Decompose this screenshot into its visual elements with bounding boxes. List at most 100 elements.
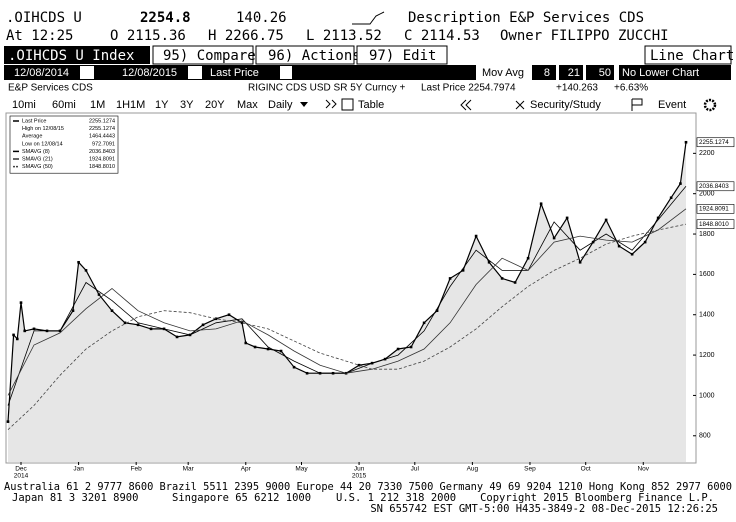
- field-picker[interactable]: [280, 66, 292, 79]
- footer-contact: Singapore 65 6212 1000: [172, 492, 311, 504]
- date-bar: [4, 65, 476, 80]
- x-tick-label: Jun: [354, 466, 365, 473]
- legend-value: 1848.8010: [89, 164, 115, 170]
- period-box[interactable]: [532, 65, 556, 80]
- low: L 2113.52: [306, 28, 382, 44]
- start-date[interactable]: 12/08/2014: [14, 67, 69, 79]
- point: [526, 256, 530, 260]
- y-tick-label: 1000: [699, 392, 715, 399]
- point: [12, 333, 15, 337]
- button[interactable]: [356, 45, 448, 65]
- point: [617, 244, 621, 248]
- field[interactable]: Last Price: [210, 67, 259, 79]
- period[interactable]: 8: [544, 67, 550, 79]
- point: [97, 293, 101, 296]
- owner: Owner FILIPPO ZUCCHI: [500, 28, 669, 44]
- legend-label: SMAVG (8): [22, 149, 50, 155]
- frequency[interactable]: Daily: [268, 99, 293, 111]
- button[interactable]: [152, 45, 254, 65]
- last-value-tag: [696, 219, 735, 229]
- legend-label: High on 12/08/15: [22, 126, 64, 132]
- period[interactable]: 21: [568, 67, 580, 79]
- x-tick-label: Aug: [467, 466, 479, 473]
- lower-chart[interactable]: No Lower Chart: [622, 67, 699, 79]
- range[interactable]: 1M: [90, 99, 105, 111]
- period[interactable]: 50: [599, 67, 611, 79]
- table-icon[interactable]: [341, 98, 354, 111]
- x-tick-label: May: [295, 466, 308, 473]
- y-tick-label: 2200: [699, 150, 715, 157]
- legend-label: SMAVG (21): [22, 156, 53, 162]
- range[interactable]: 3Y: [180, 99, 194, 111]
- event[interactable]: Event: [658, 99, 686, 111]
- point: [357, 363, 361, 367]
- x-tick-label: Mar: [183, 466, 195, 473]
- x-tick-label: Jan: [73, 466, 84, 473]
- range[interactable]: 1H1M: [116, 99, 145, 111]
- point: [656, 216, 660, 220]
- range[interactable]: 10mi: [12, 99, 36, 111]
- point: [201, 323, 205, 327]
- last-value-tag: [696, 137, 735, 148]
- area: [8, 142, 686, 463]
- footer-line: Australia 61 2 9777 8600 Brazil 5511 239…: [4, 481, 732, 493]
- change: 140.26: [236, 10, 287, 26]
- point: [23, 329, 27, 333]
- point: [435, 309, 439, 312]
- button-label[interactable]: 96) Actions: [268, 48, 361, 64]
- table[interactable]: Table: [358, 99, 384, 111]
- security-box[interactable]: [4, 46, 150, 64]
- period-box[interactable]: [559, 65, 583, 80]
- point: [279, 349, 283, 353]
- range[interactable]: 20Y: [205, 99, 225, 111]
- point: [214, 317, 218, 321]
- flag-icon[interactable]: [631, 98, 643, 111]
- close: C 2114.53: [404, 28, 480, 44]
- range[interactable]: 1Y: [155, 99, 169, 111]
- sparkline-icon: [352, 11, 385, 25]
- range[interactable]: 60mi: [52, 99, 76, 111]
- session-info: SN 655742 EST GMT-5:00 H435-3849-2 08-De…: [370, 503, 718, 515]
- button-label[interactable]: 97) Edit: [369, 48, 436, 64]
- expand-icon[interactable]: [325, 99, 337, 109]
- legend-value: 2036.8403: [89, 149, 115, 155]
- security[interactable]: .OIHCDS U Index: [8, 48, 134, 64]
- point: [630, 252, 634, 256]
- period-box[interactable]: [586, 65, 614, 80]
- button-label[interactable]: 95) Compare: [163, 48, 256, 64]
- study-icon[interactable]: [515, 100, 525, 110]
- last-value-label: 2255.1274: [699, 139, 729, 146]
- description: Description E&P Services CDS: [408, 10, 644, 26]
- collapse-icon[interactable]: [460, 99, 472, 111]
- point: [396, 347, 400, 351]
- point: [15, 337, 19, 341]
- year-label: 2015: [352, 473, 367, 480]
- price: 2254.8: [140, 10, 191, 26]
- end-date[interactable]: 12/08/2015: [122, 67, 177, 79]
- date-picker[interactable]: [80, 66, 94, 79]
- x-tick-label: Nov: [637, 466, 649, 473]
- button[interactable]: [255, 45, 355, 65]
- last-value-tag: [696, 181, 735, 192]
- point: [32, 327, 36, 331]
- point: [513, 281, 517, 284]
- y-tick-label: 1400: [699, 312, 715, 319]
- lower-box[interactable]: [619, 65, 731, 80]
- last-value-label: 1848.8010: [699, 221, 729, 228]
- dropdown-arrow[interactable]: [300, 102, 308, 107]
- point: [684, 140, 688, 144]
- chart-type-box[interactable]: [644, 45, 732, 65]
- range[interactable]: Max: [237, 99, 258, 111]
- last-value-label: 1924.8091: [699, 206, 729, 213]
- point: [175, 335, 179, 339]
- chart-type[interactable]: Line Chart: [650, 48, 734, 64]
- legend-value: 972.7091: [92, 141, 115, 147]
- info-name: E&P Services CDS: [8, 83, 93, 94]
- date-picker[interactable]: [188, 66, 202, 79]
- settings-icon[interactable]: [703, 98, 717, 112]
- ticker: .OIHCDS U: [6, 10, 82, 26]
- y-tick-label: 1800: [699, 231, 715, 238]
- study[interactable]: Security/Study: [530, 99, 601, 111]
- point: [71, 309, 75, 312]
